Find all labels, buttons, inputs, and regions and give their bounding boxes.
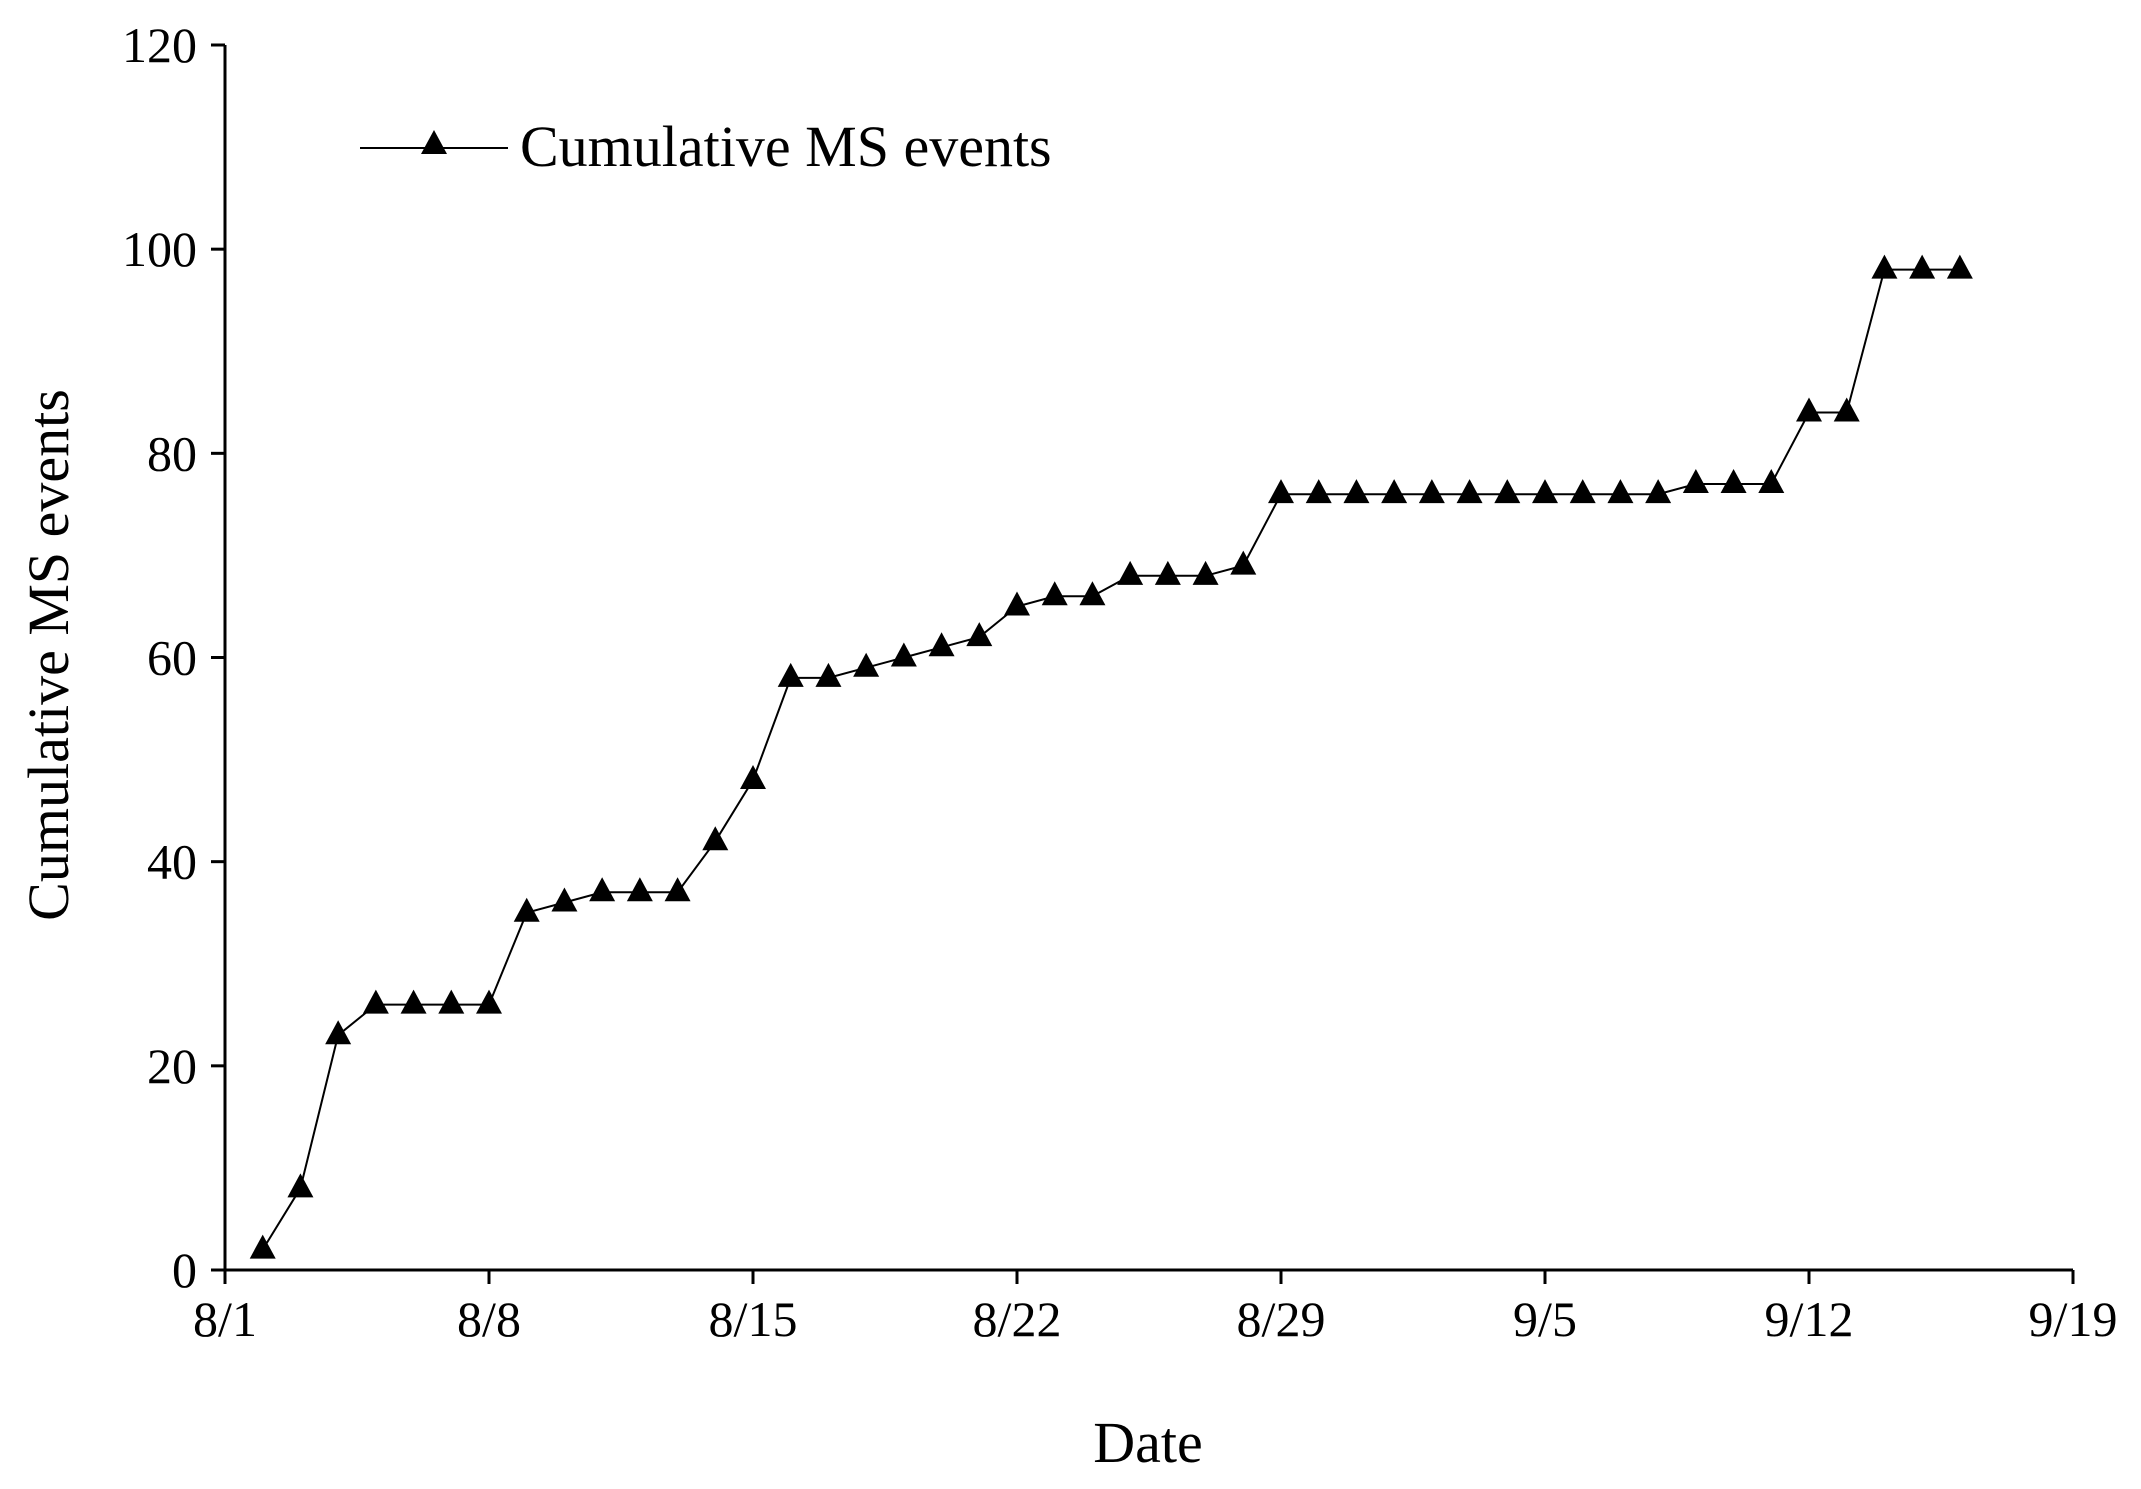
legend: Cumulative MS events xyxy=(360,114,1052,179)
data-point-marker xyxy=(476,989,502,1014)
x-tick-label: 9/5 xyxy=(1513,1291,1577,1347)
x-axis-title: Date xyxy=(1093,1410,1203,1475)
data-point-marker xyxy=(1192,560,1219,585)
x-tick-label: 8/22 xyxy=(973,1291,1062,1347)
y-tick-label: 40 xyxy=(147,834,197,890)
y-axis-title: Cumulative MS events xyxy=(16,389,81,921)
x-tick-label: 8/15 xyxy=(709,1291,798,1347)
data-point-marker xyxy=(325,1020,352,1045)
data-point-marker xyxy=(1645,479,1672,504)
y-tick-label: 0 xyxy=(172,1242,197,1298)
data-point-marker xyxy=(1607,479,1634,504)
data-point-marker xyxy=(513,897,540,922)
data-point-marker xyxy=(1946,254,1973,279)
data-point-marker xyxy=(249,1234,276,1259)
data-point-marker xyxy=(664,877,691,902)
data-point-marker xyxy=(1079,581,1106,606)
data-point-marker xyxy=(1758,468,1785,493)
data-point-marker xyxy=(589,877,616,902)
data-point-marker xyxy=(1343,479,1370,504)
data-point-marker xyxy=(1796,397,1822,422)
data-point-marker xyxy=(1004,591,1030,616)
data-point-marker xyxy=(551,887,578,912)
x-ticks: 8/1 8/8 8/15 8/22 8/29 9/5 9/12 9/19 xyxy=(193,1270,2117,1347)
data-point-marker xyxy=(740,765,766,789)
data-point-marker xyxy=(1154,560,1181,585)
data-point-marker xyxy=(853,652,880,677)
data-point-marker xyxy=(1682,468,1709,493)
data-point-marker xyxy=(287,1173,314,1198)
y-tick-label: 120 xyxy=(122,17,197,73)
legend-label: Cumulative MS events xyxy=(520,114,1052,179)
data-point-marker xyxy=(1569,479,1596,504)
x-tick-label: 9/19 xyxy=(2029,1291,2118,1347)
data-point-marker xyxy=(1041,581,1068,606)
data-point-marker xyxy=(702,826,729,851)
data-point-marker xyxy=(1117,560,1144,585)
axes: 0 20 40 60 80 100 120 8/1 8/8 8/15 8/22 8/29 9/5 9/1… xyxy=(122,17,2117,1347)
data-point-marker xyxy=(1909,254,1936,279)
legend-marker-swatch xyxy=(421,130,447,154)
data-point-marker xyxy=(626,877,653,902)
series-line xyxy=(261,268,1960,1251)
data-point-marker xyxy=(1494,479,1521,504)
y-tick-label: 60 xyxy=(147,630,197,686)
data-point-marker xyxy=(1305,479,1332,504)
data-point-marker xyxy=(890,642,917,667)
series-layer xyxy=(249,254,1973,1259)
data-point-marker xyxy=(1268,479,1294,504)
y-tick-label: 20 xyxy=(147,1038,197,1094)
data-point-marker xyxy=(1532,479,1558,504)
data-point-marker xyxy=(1456,479,1483,504)
data-point-marker xyxy=(1833,397,1860,422)
x-tick-label: 8/8 xyxy=(457,1291,521,1347)
data-point-marker xyxy=(1230,550,1257,575)
data-point-marker xyxy=(777,662,804,687)
x-tick-label: 8/1 xyxy=(193,1291,257,1347)
y-tick-label: 100 xyxy=(122,221,197,277)
y-ticks: 0 20 40 60 80 100 120 xyxy=(122,17,225,1298)
y-tick-label: 80 xyxy=(147,425,197,481)
data-point-marker xyxy=(438,989,465,1014)
data-point-marker xyxy=(815,662,842,687)
data-point-marker xyxy=(1720,468,1747,493)
data-point-marker xyxy=(1871,254,1898,279)
x-tick-label: 8/29 xyxy=(1237,1291,1326,1347)
data-point-marker xyxy=(928,632,955,657)
x-tick-label: 9/12 xyxy=(1765,1291,1854,1347)
data-point-marker xyxy=(362,989,389,1014)
data-point-marker xyxy=(966,622,993,647)
data-point-marker xyxy=(1418,479,1445,504)
data-point-marker xyxy=(400,989,427,1014)
data-point-marker xyxy=(1381,479,1408,504)
